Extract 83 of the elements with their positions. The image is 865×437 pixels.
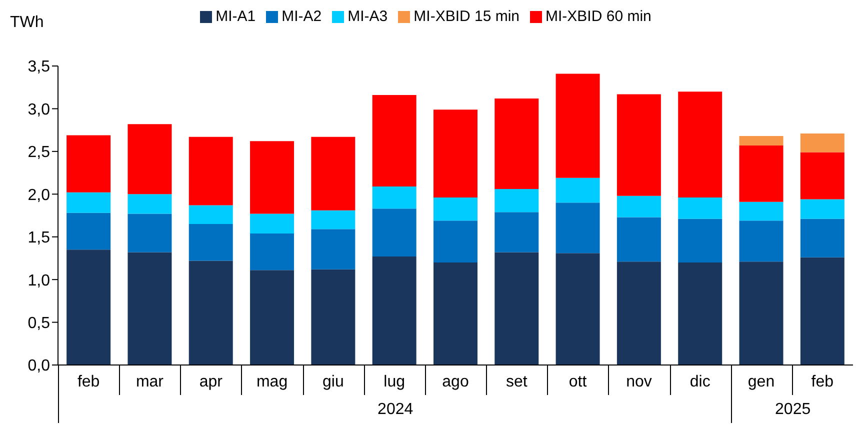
bar	[739, 202, 784, 221]
x-tick-label: ago	[442, 373, 469, 390]
bar	[188, 260, 233, 365]
x-tick-label: mag	[256, 373, 288, 390]
y-tick-label: 1,0	[28, 272, 50, 290]
bar	[800, 199, 844, 219]
bar	[433, 110, 478, 198]
y-tick-label: 2,5	[28, 144, 50, 162]
bar	[739, 220, 784, 262]
bar	[800, 257, 844, 365]
bar	[739, 145, 784, 202]
bar	[311, 269, 356, 365]
bar	[556, 253, 600, 365]
bar	[372, 95, 416, 186]
bar	[616, 217, 661, 262]
legend-label: MI-XBID 60 min	[546, 8, 652, 25]
y-tick-label: 3,0	[28, 101, 50, 118]
y-tick-label: 3,5	[28, 58, 50, 76]
x-tick-label: nov	[626, 373, 652, 390]
bar	[250, 141, 294, 214]
text: 2025	[730, 395, 854, 423]
bar	[188, 205, 233, 224]
bar	[250, 233, 294, 270]
bar	[188, 136, 233, 206]
bar	[66, 135, 111, 192]
x-tick-label: lug	[384, 373, 406, 390]
x-tick-label: feb	[811, 373, 834, 390]
bar	[128, 194, 172, 214]
bar	[616, 262, 661, 365]
y-tick-label: 0,5	[28, 314, 50, 332]
y-tick-label: 2,0	[28, 186, 50, 204]
bar	[800, 218, 844, 258]
legend-label: MI-A2	[282, 8, 322, 25]
bar	[372, 186, 416, 209]
x-tick-label: apr	[199, 373, 224, 390]
bar	[800, 133, 844, 152]
bar	[616, 94, 661, 196]
bar	[739, 262, 784, 365]
bar	[66, 212, 111, 250]
bar	[616, 196, 661, 218]
bar	[433, 198, 478, 221]
bar	[372, 256, 416, 365]
bar	[250, 214, 294, 234]
x-tick-label: gen	[748, 373, 775, 390]
bar	[494, 98, 539, 190]
x-tick-label: giu	[322, 373, 344, 390]
legend-label: MI-XBID 15 min	[414, 8, 520, 25]
bar	[678, 218, 722, 262]
y-tick-label: 1,5	[28, 230, 50, 247]
bar	[128, 124, 172, 194]
y-axis-title: TWh	[10, 14, 44, 32]
x-tick-label: set	[506, 373, 528, 390]
x-tick-label: feb	[77, 373, 100, 390]
text: 2024	[58, 395, 732, 423]
bar	[556, 178, 600, 203]
x-tick-label: mar	[136, 373, 164, 390]
x-tick-label: dic	[690, 373, 710, 390]
legend-label: MI-A3	[348, 8, 388, 25]
bar	[556, 74, 600, 178]
bar	[433, 220, 478, 262]
bar	[372, 208, 416, 257]
bar	[800, 152, 844, 200]
bar	[66, 192, 111, 213]
bar	[678, 262, 722, 365]
bar	[188, 224, 233, 261]
bar	[433, 262, 478, 365]
legend-label: MI-A1	[216, 8, 256, 25]
bar	[250, 270, 294, 365]
bar	[128, 252, 172, 365]
bar	[311, 136, 356, 210]
y-tick-label: 0,0	[28, 358, 50, 375]
bar	[678, 92, 722, 198]
bar	[494, 212, 539, 252]
bar	[128, 214, 172, 252]
x-tick-label: ott	[568, 373, 588, 390]
bar	[494, 252, 539, 365]
bar	[311, 210, 356, 230]
bar	[678, 198, 722, 219]
bar	[556, 202, 600, 254]
bar	[66, 250, 111, 365]
bar	[739, 136, 784, 146]
bar	[494, 189, 539, 212]
bar	[311, 229, 356, 270]
